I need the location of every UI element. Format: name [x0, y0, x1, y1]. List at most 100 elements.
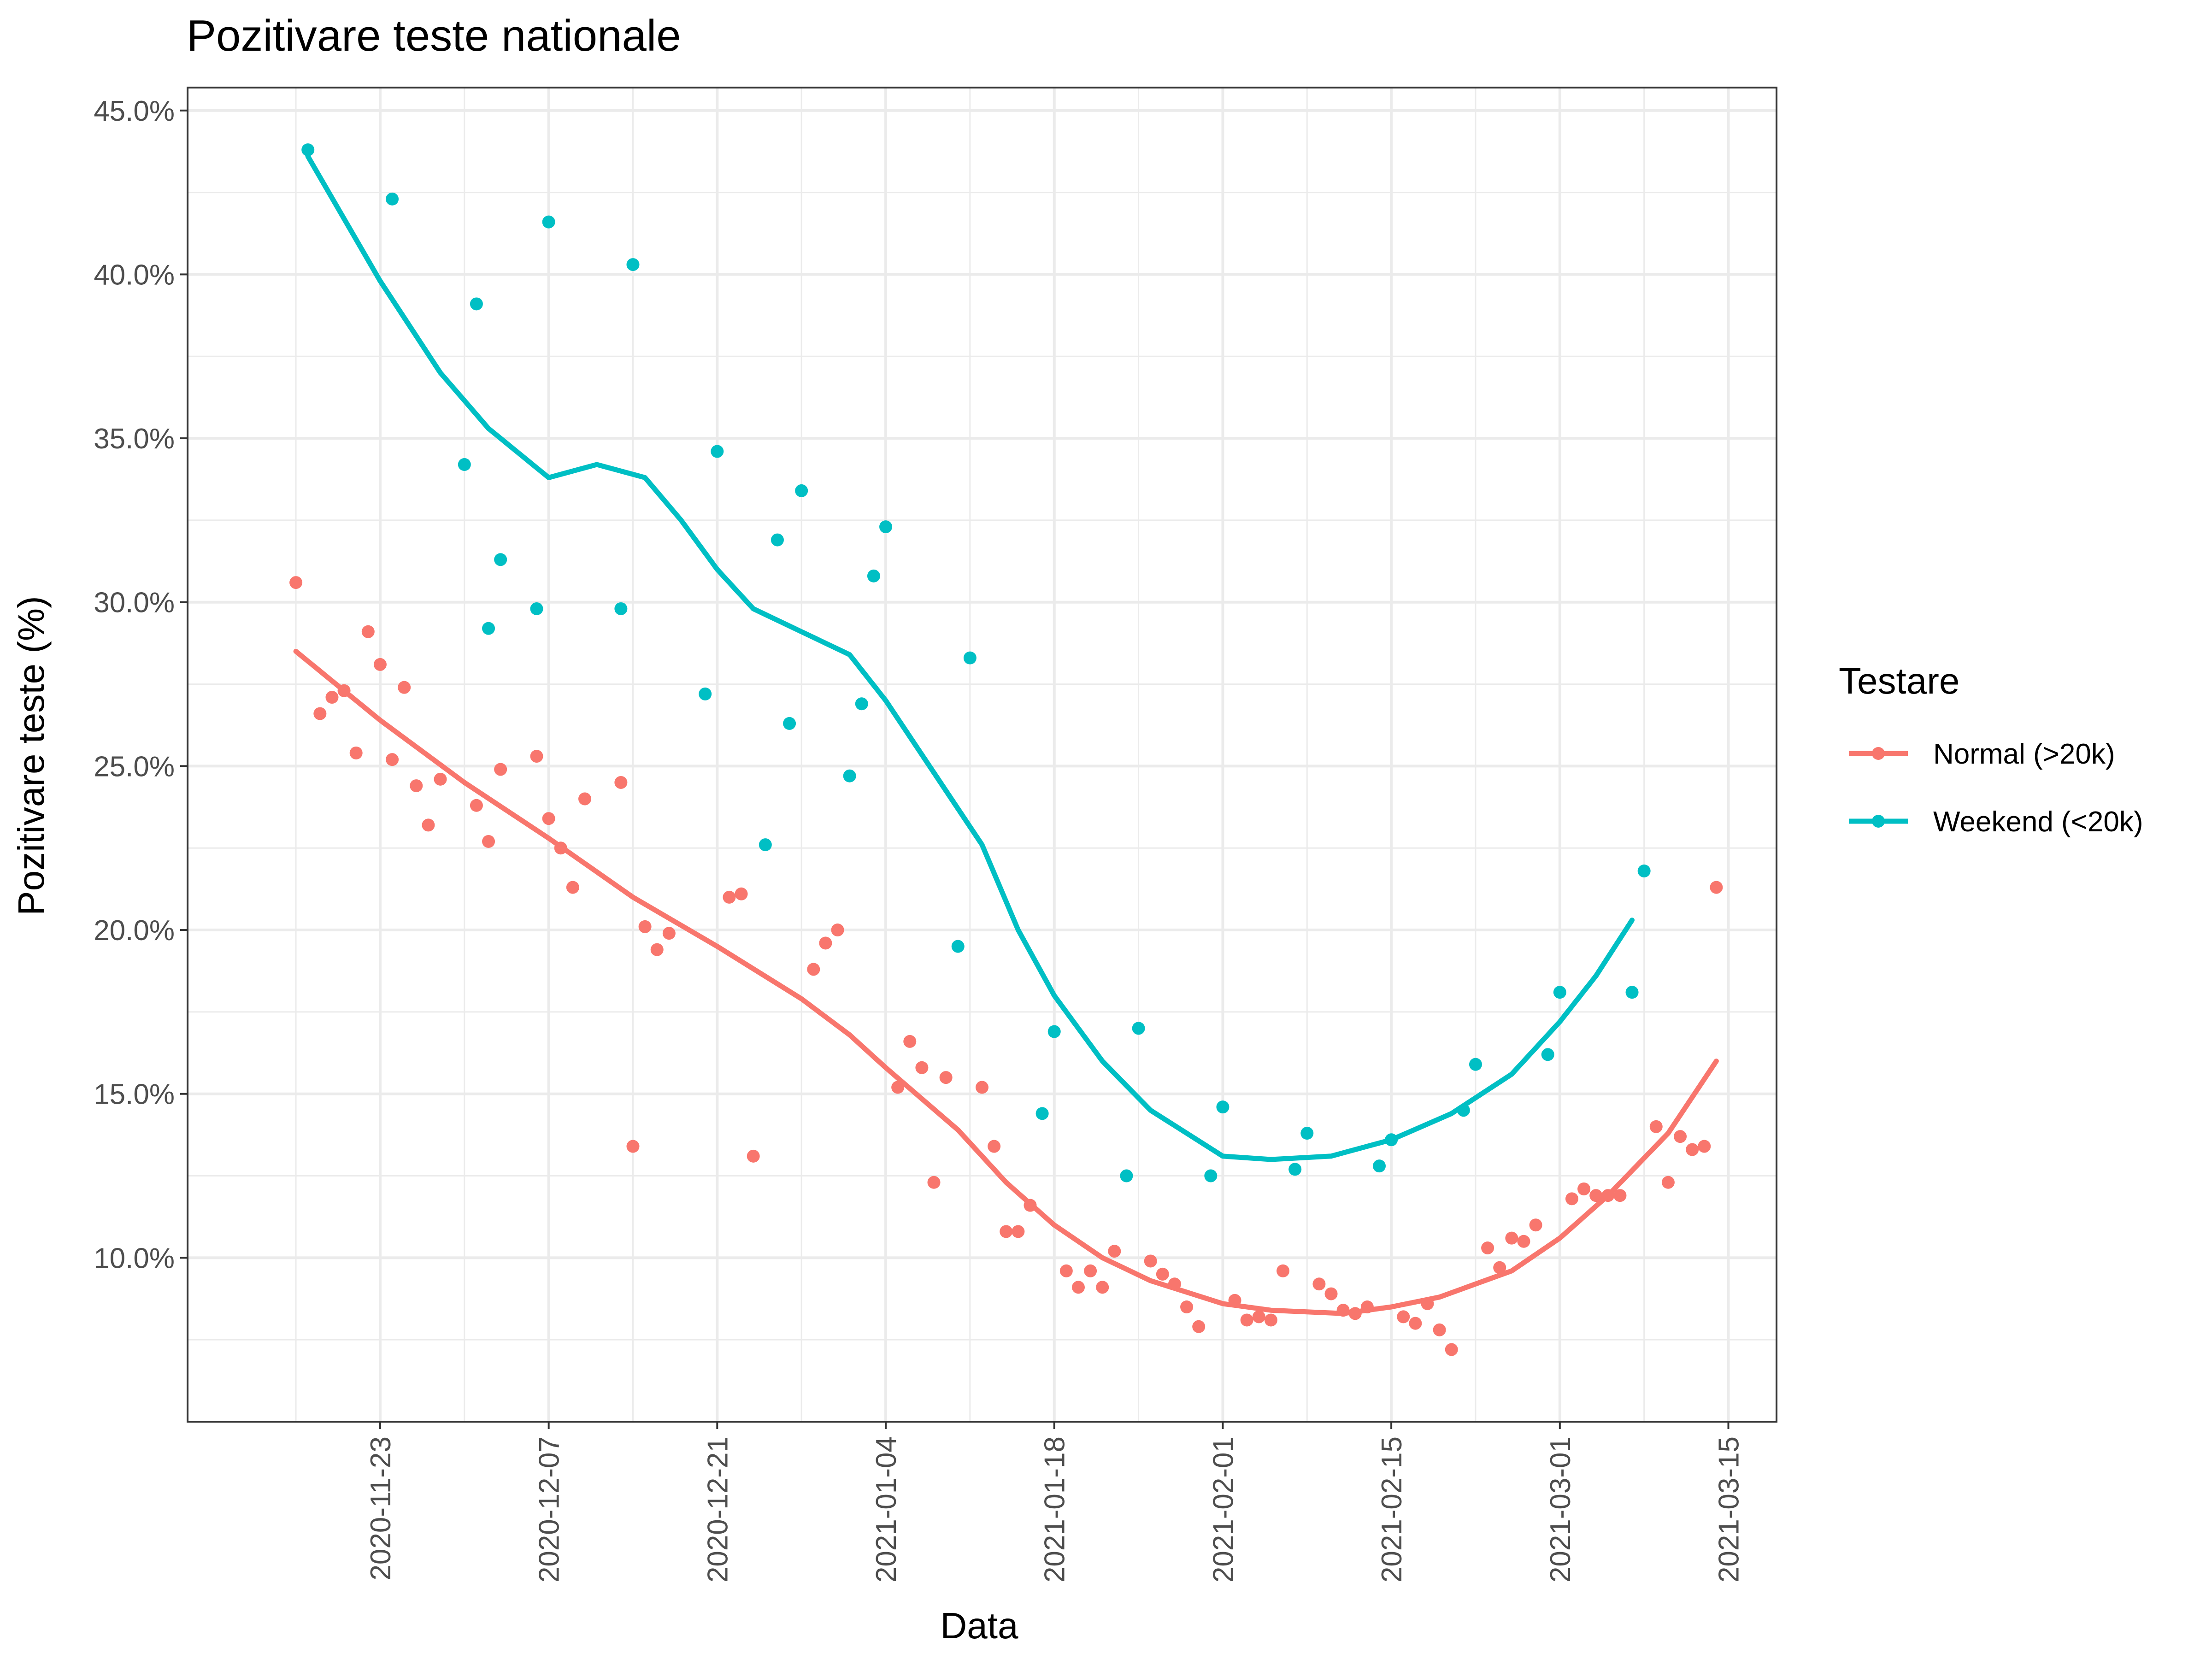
data-point: [1288, 1163, 1302, 1176]
data-point: [325, 691, 339, 704]
data-point: [1625, 986, 1639, 999]
data-point: [843, 769, 856, 782]
series-1: [289, 576, 1723, 1356]
data-point: [542, 215, 555, 229]
x-tick-label: 2021-03-01: [1545, 1436, 1577, 1583]
data-point: [915, 1061, 929, 1074]
data-point: [361, 625, 375, 638]
x-tick-label: 2020-12-07: [534, 1436, 565, 1583]
data-point: [530, 602, 543, 615]
data-point: [1047, 1025, 1061, 1038]
data-point: [1710, 881, 1723, 894]
data-point: [1613, 1189, 1627, 1202]
data-point: [1240, 1313, 1253, 1327]
x-tick-label: 2020-11-23: [365, 1436, 397, 1581]
data-point: [386, 753, 399, 766]
legend-label: Weekend (<20k): [1933, 806, 2143, 838]
data-point: [373, 658, 387, 671]
data-point: [1637, 865, 1651, 878]
data-point: [1565, 1192, 1578, 1206]
data-point: [879, 520, 893, 534]
data-point: [783, 717, 796, 730]
y-axis: 10.0% 15.0% 20.0% 25.0% 30.0% 35.0% 40.0% 45.0%: [94, 95, 188, 1274]
data-point: [650, 943, 664, 956]
data-point: [434, 772, 447, 786]
data-point: [1577, 1182, 1591, 1195]
data-point: [771, 533, 784, 547]
legend-label: Normal (>20k): [1933, 738, 2115, 770]
data-point: [1312, 1277, 1326, 1291]
x-tick-label: 2021-01-18: [1039, 1436, 1071, 1583]
data-point: [398, 681, 411, 694]
data-point: [1649, 1120, 1663, 1133]
y-tick-label: 35.0%: [94, 423, 175, 455]
data-point: [951, 940, 965, 953]
data-point: [1096, 1281, 1109, 1294]
y-axis-title: Pozitivare teste (%): [11, 596, 52, 916]
panel-border: [187, 87, 1777, 1423]
data-point: [699, 687, 712, 700]
data-point: [927, 1176, 941, 1189]
data-point: [1589, 1189, 1603, 1202]
data-point: [1674, 1130, 1687, 1143]
y-tick-label: 30.0%: [94, 587, 175, 619]
data-point: [1071, 1281, 1085, 1294]
data-point: [1553, 986, 1566, 999]
data-point: [301, 143, 315, 157]
data-point: [458, 458, 471, 471]
legend-key-point: [1872, 815, 1885, 828]
data-point: [494, 763, 507, 776]
data-point: [855, 697, 868, 711]
data-point: [566, 881, 579, 894]
data-point: [482, 622, 495, 635]
data-point: [1433, 1323, 1446, 1336]
data-point: [662, 927, 676, 940]
data-point: [1469, 1058, 1482, 1071]
data-point: [723, 890, 736, 904]
data-point: [735, 887, 748, 900]
y-tick-label: 20.0%: [94, 915, 175, 947]
data-point: [542, 812, 555, 825]
y-tick-label: 15.0%: [94, 1079, 175, 1111]
data-point: [1541, 1048, 1554, 1061]
y-tick-label: 40.0%: [94, 259, 175, 291]
data-point: [313, 707, 327, 720]
data-point: [1661, 1176, 1675, 1189]
series-2: [301, 143, 1651, 1182]
data-point: [939, 1071, 953, 1084]
data-point: [1409, 1317, 1422, 1330]
trend-line: [305, 153, 1635, 1162]
legend: Testare Normal (>20k) Weekend (<20k): [1839, 660, 2143, 838]
data-point: [578, 792, 591, 806]
data-point: [1180, 1300, 1194, 1314]
data-point: [1373, 1159, 1386, 1173]
data-point: [976, 1081, 988, 1094]
data-point: [1204, 1169, 1218, 1182]
data-point: [1517, 1235, 1530, 1248]
data-point: [1156, 1267, 1169, 1281]
x-axis: 2020-11-23 2020-12-07 2020-12-21 2021-01-04…: [365, 1422, 1745, 1583]
data-point: [1108, 1245, 1121, 1258]
data-point: [819, 936, 832, 950]
data-point: [747, 1149, 760, 1163]
x-tick-label: 2021-02-01: [1207, 1436, 1239, 1583]
data-point: [1144, 1254, 1157, 1268]
data-point: [289, 576, 303, 589]
data-point: [530, 750, 543, 763]
data-point: [1035, 1107, 1049, 1120]
data-point: [1216, 1100, 1230, 1114]
data-point: [349, 746, 363, 759]
data-point: [1084, 1264, 1097, 1277]
data-point: [410, 779, 423, 793]
panel-background: [188, 88, 1777, 1422]
data-point: [386, 192, 399, 206]
data-point: [1300, 1127, 1314, 1140]
x-axis-title: Data: [941, 1605, 1018, 1646]
data-point: [1481, 1241, 1494, 1255]
data-point: [963, 651, 977, 665]
data-point: [1505, 1231, 1518, 1245]
data-point: [626, 258, 640, 271]
x-tick-label: 2020-12-21: [702, 1436, 734, 1583]
